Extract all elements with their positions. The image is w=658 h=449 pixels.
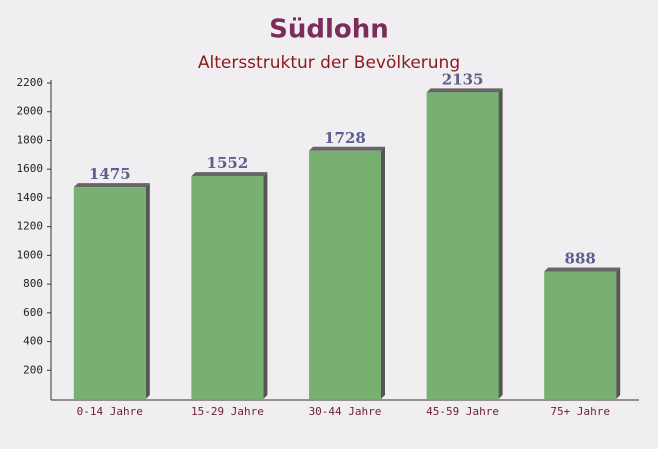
bar-shadow	[309, 146, 385, 151]
value-label: 1475	[89, 165, 131, 183]
bar	[73, 187, 146, 399]
x-tick-label: 30-44 Jahre	[309, 405, 382, 418]
y-tick-label: 200	[23, 363, 43, 376]
y-tick-label: 2200	[17, 76, 44, 89]
bar-shadow	[263, 172, 268, 399]
bar	[309, 150, 381, 399]
value-label: 1552	[207, 154, 249, 172]
bar	[544, 271, 617, 399]
value-label: 2135	[442, 70, 484, 88]
y-tick-label: 600	[23, 306, 43, 319]
x-tick-label: 0-14 Jahre	[77, 405, 143, 418]
y-tick-label: 1200	[17, 220, 44, 233]
value-label: 888	[565, 249, 596, 267]
value-label: 1728	[324, 129, 366, 147]
bar-shadow	[616, 267, 621, 399]
y-tick-label: 1800	[17, 133, 44, 146]
x-tick-label: 45-59 Jahre	[426, 405, 499, 418]
x-tick-label: 15-29 Jahre	[191, 405, 264, 418]
bar	[191, 176, 264, 399]
x-tick-label: 75+ Jahre	[550, 405, 610, 418]
bar-shadow	[381, 146, 385, 399]
bar-shadow	[544, 267, 621, 272]
bar-shadow	[191, 172, 268, 177]
bar-shadow	[498, 88, 503, 399]
chart-title: Südlohn	[269, 15, 389, 45]
bar-shadow	[426, 88, 503, 93]
y-tick-label: 1400	[17, 191, 44, 204]
chart-subtitle: Altersstruktur der Bevölkerung	[198, 53, 460, 73]
y-tick-label: 1000	[17, 248, 44, 261]
y-tick-label: 800	[23, 277, 43, 290]
y-tick-label: 2000	[17, 105, 44, 118]
bar	[426, 92, 499, 399]
bar-shadow	[145, 183, 150, 399]
bar-shadow	[73, 183, 150, 188]
y-tick-label: 1600	[17, 162, 44, 175]
y-tick-label: 400	[23, 335, 43, 348]
